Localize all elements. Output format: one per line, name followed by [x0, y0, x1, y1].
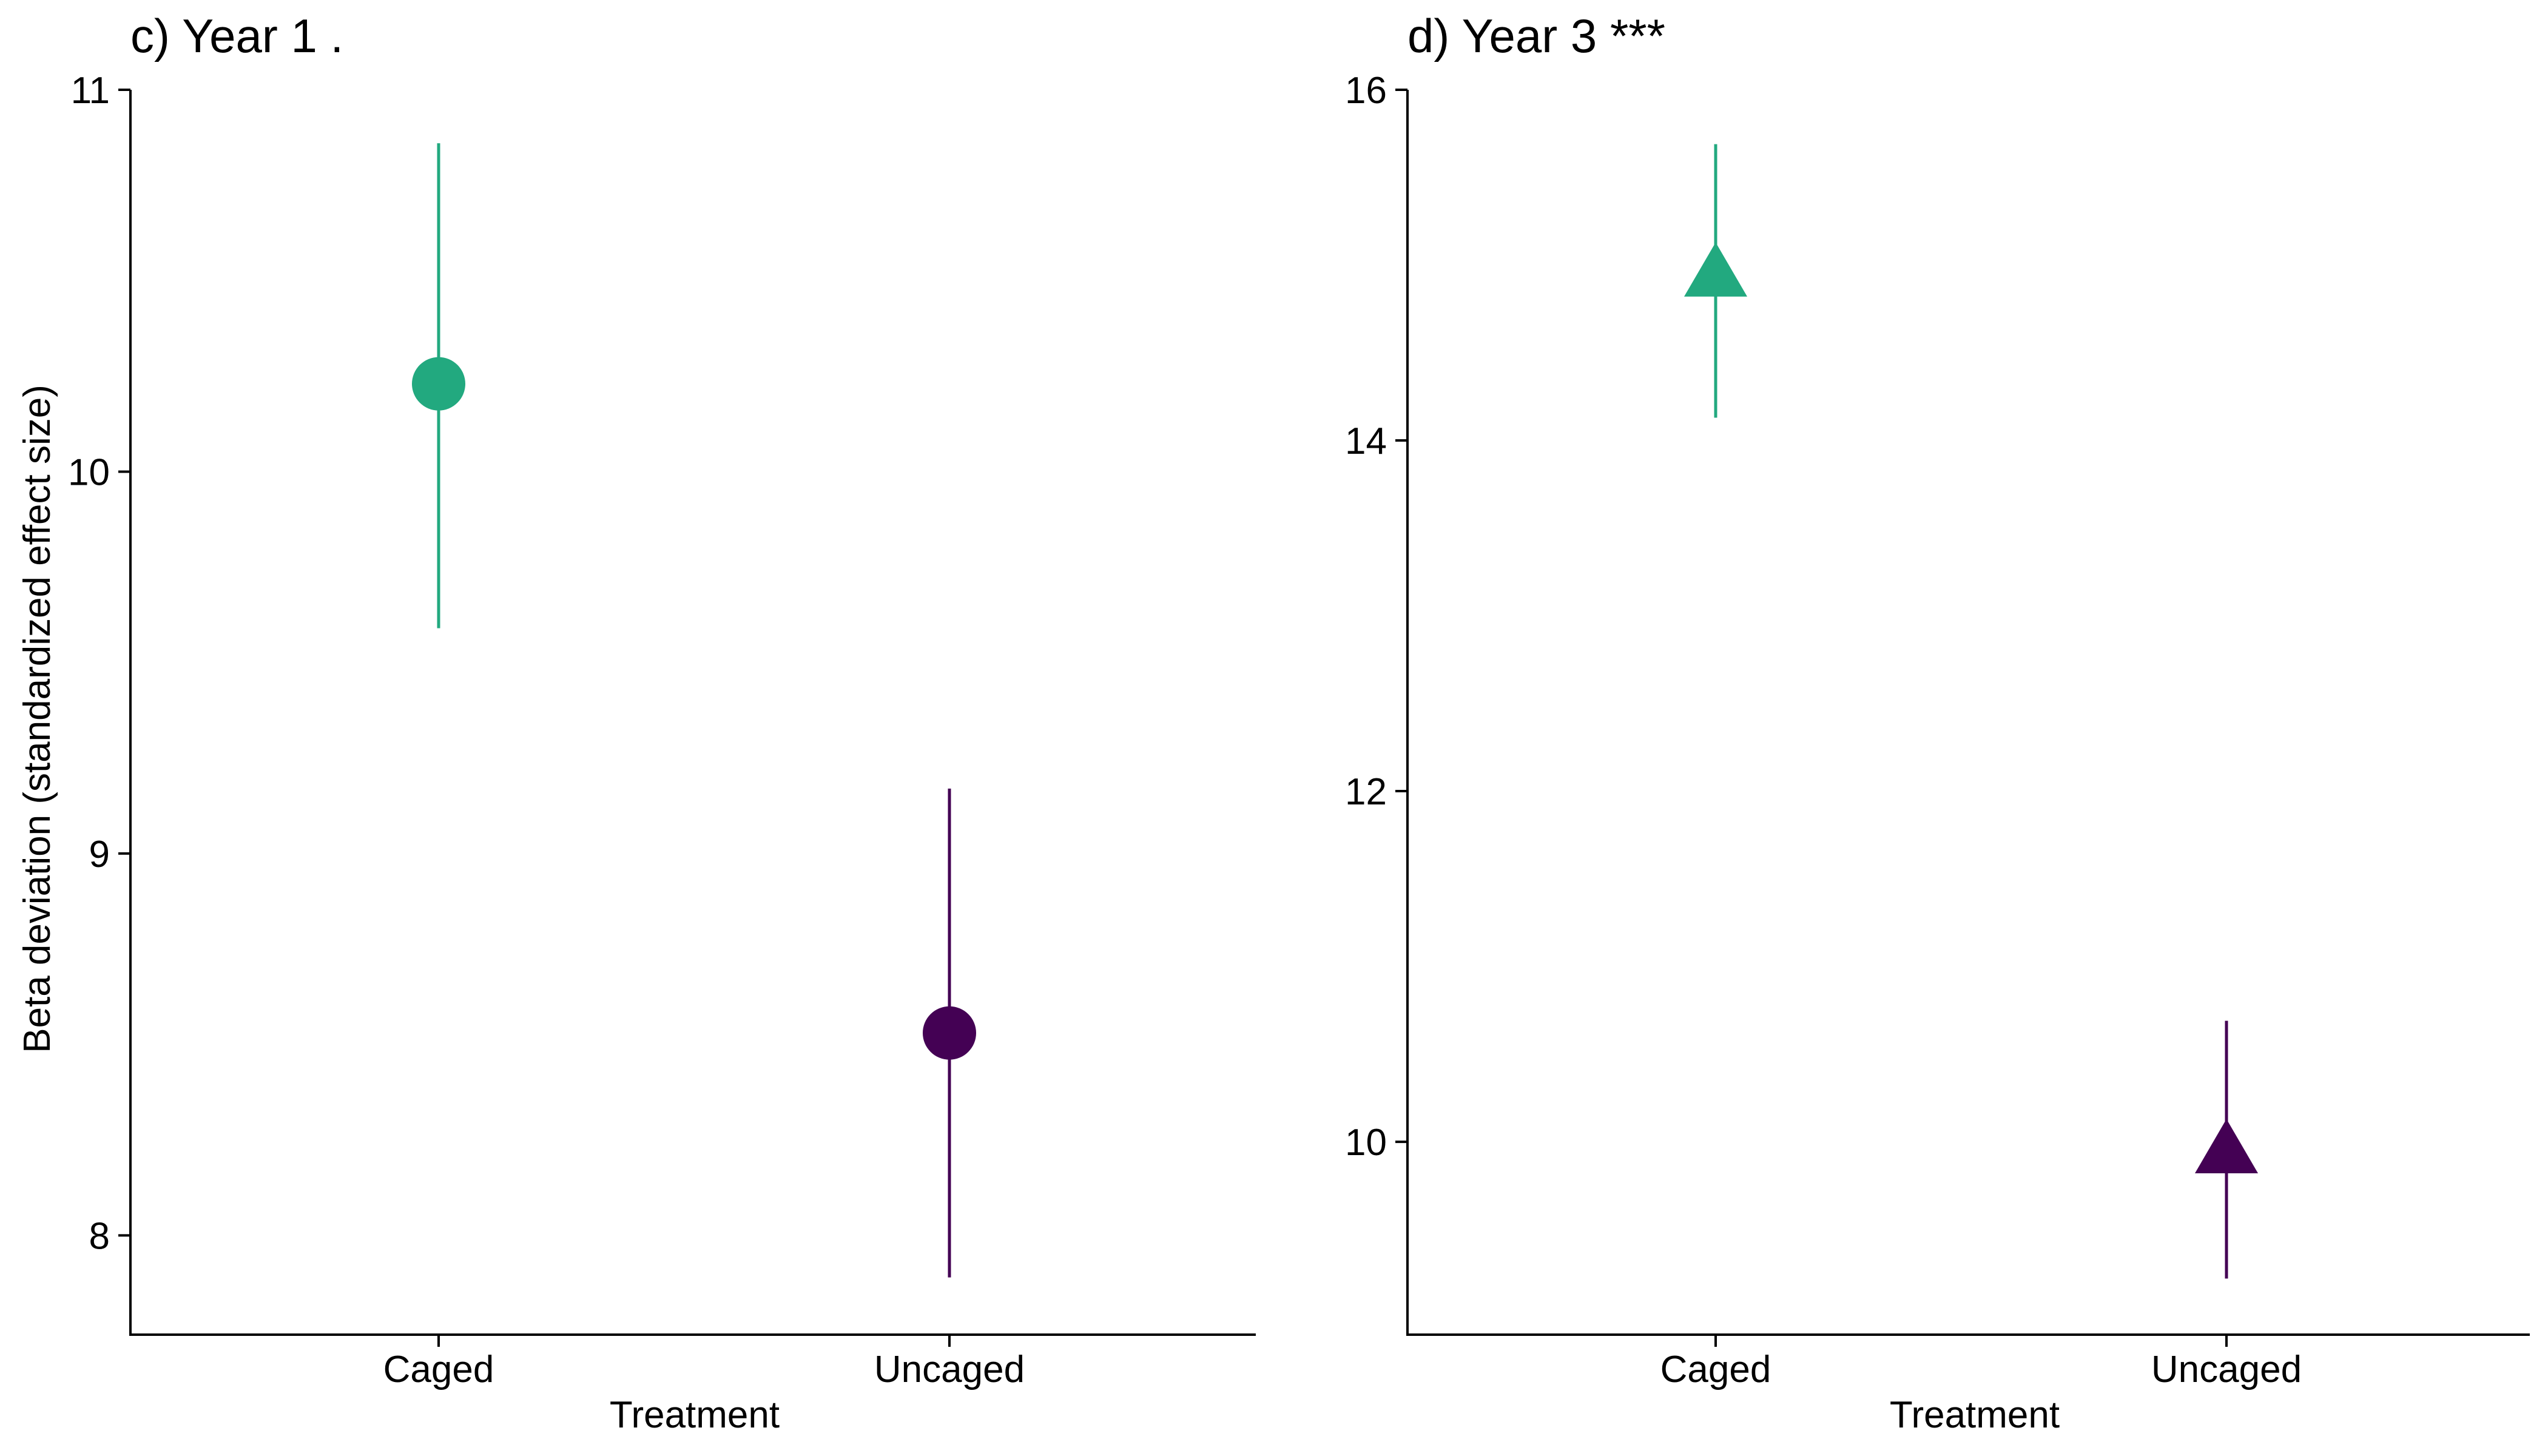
x-tick-label-caged: Caged: [1660, 1349, 1771, 1390]
y-axis-ticks: 10 12 14 16: [1345, 70, 1407, 1164]
x-axis-title: Treatment: [1890, 1394, 2060, 1436]
point-caged: [1684, 242, 1747, 297]
panel-title: c) Year 1 .: [130, 9, 343, 62]
x-axis-ticks: Caged Uncaged: [383, 1335, 1025, 1390]
y-tick-label: 9: [89, 834, 110, 875]
y-tick-label: 16: [1345, 70, 1387, 112]
y-tick-label: 10: [1345, 1122, 1387, 1164]
point-uncaged: [2195, 1119, 2258, 1173]
y-tick-label: 11: [71, 70, 110, 112]
panel-title: d) Year 3 ***: [1407, 9, 1665, 62]
panel-year-1: c) Year 1 . Beta deviation (standardized…: [16, 9, 1256, 1436]
x-axis-ticks: Caged Uncaged: [1660, 1335, 2302, 1390]
x-tick-label-uncaged: Uncaged: [874, 1349, 1025, 1390]
y-tick-label: 8: [89, 1215, 110, 1257]
x-axis-title: Treatment: [610, 1394, 780, 1436]
data-points: [1684, 144, 2258, 1279]
x-tick-label-caged: Caged: [383, 1349, 494, 1390]
y-tick-label: 12: [1345, 771, 1387, 813]
panel-year-3: d) Year 3 *** Treatment 10 12 14 16 Caged Un…: [1345, 9, 2530, 1436]
y-tick-label: 14: [1345, 420, 1387, 462]
point-caged: [412, 357, 465, 411]
data-points: [412, 143, 976, 1278]
x-tick-label-uncaged: Uncaged: [2151, 1349, 2302, 1390]
point-uncaged: [923, 1006, 976, 1060]
y-axis-ticks: 8 9 10 11: [68, 70, 130, 1257]
y-axis-title: Beta deviation (standardized effect size…: [16, 385, 58, 1053]
y-tick-label: 10: [68, 451, 110, 493]
